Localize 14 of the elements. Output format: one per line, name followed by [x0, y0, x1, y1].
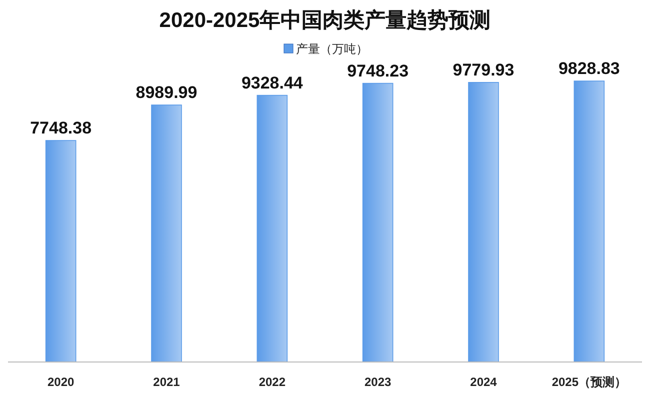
x-tick-label: 2023: [364, 375, 392, 389]
x-tick-label: 2024: [470, 375, 498, 389]
data-label: 9779.93: [452, 60, 514, 80]
legend: 产量（万吨）: [284, 42, 368, 56]
data-label: 7748.38: [30, 118, 92, 138]
x-tick-label: 2021: [153, 375, 180, 389]
data-label: 9328.44: [241, 73, 304, 92]
chart-title: 2020-2025年中国肉类产量趋势预测: [159, 8, 491, 32]
x-tick-label: 2025（预测）: [552, 375, 627, 389]
data-label: 8989.99: [136, 82, 198, 102]
x-tick-label: 2020: [47, 375, 75, 389]
x-tick-label: 2022: [258, 375, 286, 389]
data-label: 9828.83: [558, 59, 620, 78]
data-label: 9748.23: [347, 61, 409, 80]
